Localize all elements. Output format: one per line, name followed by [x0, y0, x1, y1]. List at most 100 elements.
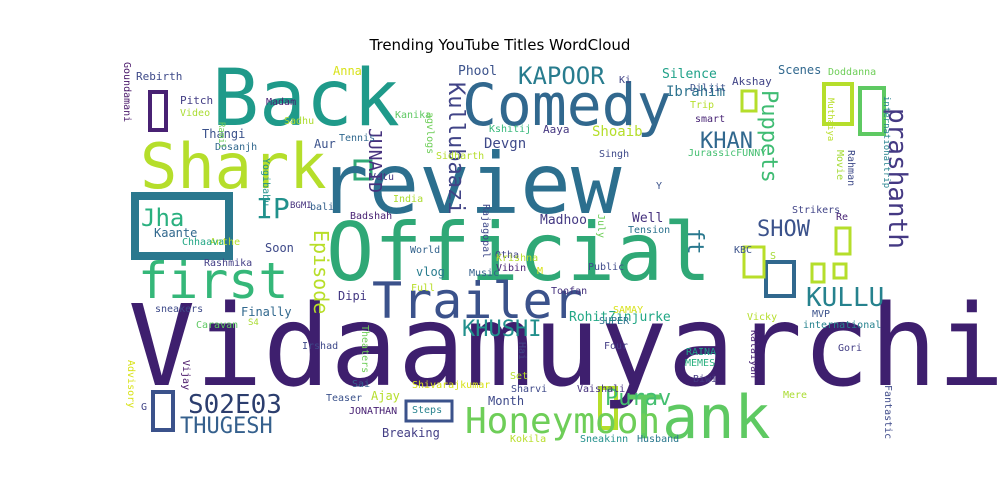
cloud-word: vlog — [416, 265, 445, 279]
cloud-word: JUNAID — [364, 128, 385, 193]
missing-glyph-box — [834, 226, 852, 256]
cloud-word: prashanth — [882, 108, 912, 249]
cloud-word: Kullubaazi — [443, 82, 468, 214]
cloud-word: Jha — [141, 204, 184, 232]
cloud-word: Sadhu — [284, 116, 314, 127]
cloud-word: Shivarajkumar — [412, 380, 490, 391]
cloud-word: bali — [310, 202, 334, 213]
missing-glyph-box — [810, 262, 826, 284]
cloud-word: Scenes — [778, 63, 821, 77]
cloud-word: Kshitij — [489, 124, 531, 135]
missing-glyph-box — [148, 90, 168, 132]
cloud-word: Strikers — [792, 205, 840, 216]
missing-glyph-box — [742, 245, 766, 279]
cloud-word: IP — [256, 192, 290, 225]
cloud-word: Ibrahim — [666, 84, 725, 100]
cloud-word: Dosanjh — [215, 142, 257, 153]
cloud-word: review — [318, 135, 622, 233]
cloud-word: S4 — [248, 318, 259, 328]
cloud-word: Soon — [265, 241, 294, 255]
cloud-word: Chhaava — [182, 237, 224, 248]
cloud-word: Anna — [333, 64, 362, 78]
cloud-word: Puppets — [756, 90, 781, 183]
cloud-word: Otha — [495, 250, 519, 261]
cloud-word: Sharvi — [511, 384, 547, 395]
cloud-word: Tennis — [339, 133, 375, 144]
cloud-word: Fantastic — [882, 385, 893, 439]
cloud-word: India — [393, 194, 423, 205]
cloud-word: Rashmika — [204, 258, 252, 269]
missing-glyph-box — [353, 159, 373, 181]
cloud-word: Pitch — [180, 94, 213, 107]
missing-glyph-box — [598, 386, 618, 430]
cloud-word: KULLU — [806, 283, 884, 313]
cloud-word: Re — [836, 212, 848, 223]
cloud-word: Irshad — [302, 341, 338, 352]
cloud-word: Tension — [628, 225, 670, 236]
chart-title: Trending YouTube Titles WordCloud — [369, 36, 631, 54]
cloud-word: Comedy — [462, 71, 672, 139]
cloud-word: Thangi — [202, 127, 245, 141]
cloud-word: Diljit — [690, 83, 726, 94]
missing-glyph-box — [151, 390, 175, 432]
cloud-word: international — [803, 320, 881, 331]
cloud-word: Advisory — [125, 360, 136, 408]
cloud-word: MEMES — [685, 358, 715, 369]
cloud-word: RohitZinjurke — [569, 310, 671, 325]
cloud-word: Shark — [140, 130, 327, 203]
cloud-word: Steps — [412, 405, 442, 416]
cloud-word: MVP — [812, 309, 830, 320]
cloud-word: G — [141, 402, 147, 413]
cloud-word: JONATHAN — [349, 406, 397, 417]
missing-glyph-box — [131, 192, 233, 260]
cloud-word: Ramil — [216, 122, 226, 149]
cloud-word: SUPER — [599, 316, 630, 327]
cloud-word: Rebirth — [136, 70, 182, 83]
cloud-word: S02E03 — [188, 390, 282, 420]
cloud-word: Anthe — [210, 237, 240, 248]
cloud-word: Madam — [266, 97, 296, 108]
cloud-word: Caravan — [196, 320, 238, 331]
missing-glyph-box — [764, 260, 796, 298]
missing-glyph-box — [822, 82, 854, 126]
cloud-word: Badshah — [350, 211, 392, 222]
cloud-word: Set — [510, 371, 528, 382]
cloud-word: Krishna — [496, 253, 538, 264]
cloud-word: Honeymoon — [465, 401, 660, 442]
cloud-word: Back — [212, 54, 400, 144]
cloud-word: Well — [632, 211, 663, 226]
cloud-word: Y — [656, 181, 662, 192]
cloud-word: KBC — [734, 245, 752, 256]
cloud-word: Vijay — [180, 360, 191, 390]
cloud-word: Kokila — [510, 434, 546, 445]
cloud-word: Kaante — [154, 226, 197, 240]
missing-glyph-box — [404, 399, 454, 423]
cloud-word: M — [537, 266, 543, 277]
cloud-word: Kalaiyan — [748, 330, 759, 378]
cloud-word: Four — [604, 341, 628, 352]
cloud-word: Trip — [690, 100, 714, 111]
missing-glyph-box — [858, 86, 886, 136]
cloud-word: Yogibabu — [260, 158, 271, 206]
cloud-word: Aaya — [543, 123, 570, 136]
cloud-word: Votu — [370, 172, 394, 183]
cloud-word: Public — [588, 262, 624, 273]
cloud-word: internationaltrip — [881, 96, 891, 188]
cloud-word: Biwi — [693, 374, 717, 385]
cloud-word: Devgn — [484, 136, 526, 152]
cloud-word: first — [138, 252, 289, 310]
cloud-word: Theaters — [359, 325, 370, 373]
cloud-word: Silence — [662, 67, 717, 82]
cloud-word: Purav — [605, 386, 671, 411]
cloud-word: Month — [488, 394, 524, 408]
cloud-word: Akshay — [732, 75, 772, 88]
cloud-word: KHAN — [700, 129, 753, 154]
cloud-word: KHUSHI — [462, 317, 541, 342]
cloud-word: Movie — [834, 150, 845, 180]
cloud-word: sneakers — [155, 304, 203, 315]
cloud-word: SAMAY — [613, 305, 643, 316]
cloud-word: Singh — [599, 149, 629, 160]
cloud-word: Kanika — [395, 110, 431, 121]
missing-glyph-box — [832, 262, 848, 280]
